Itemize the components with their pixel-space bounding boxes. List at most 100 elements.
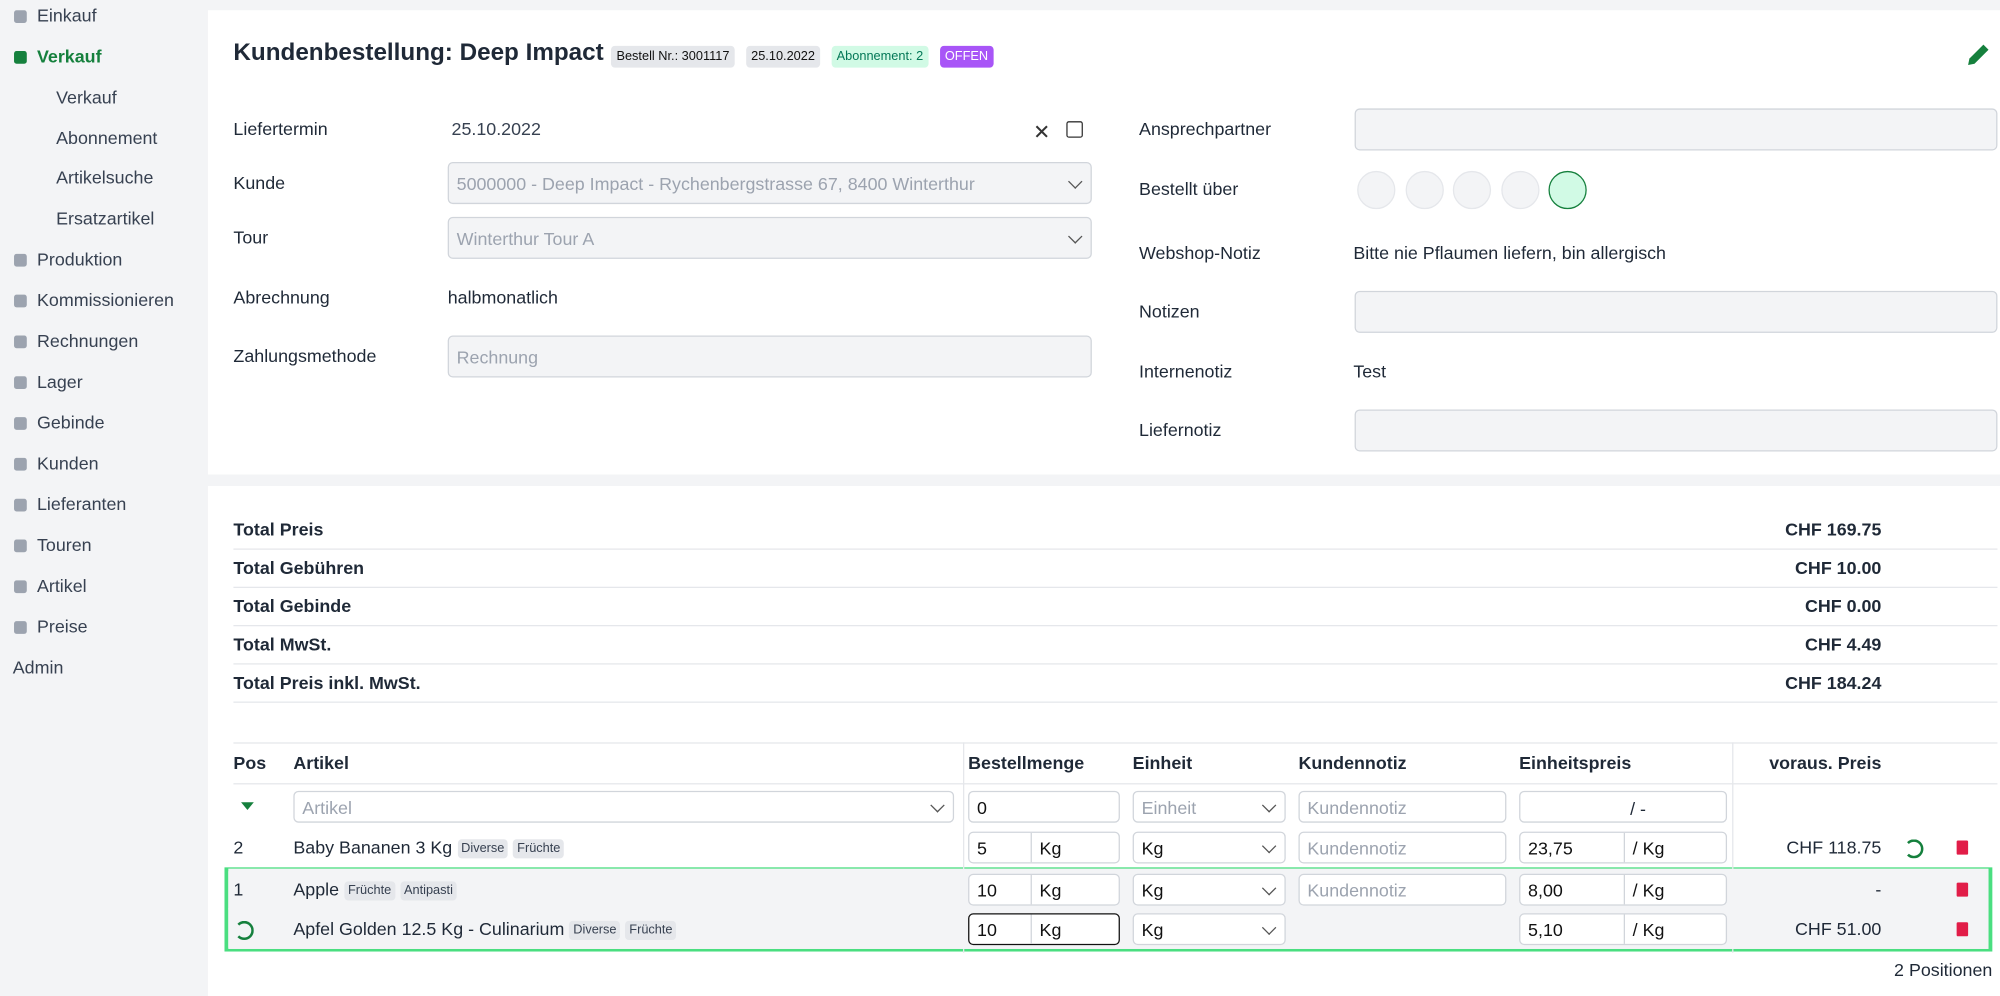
- note-input[interactable]: Kundennotiz: [1298, 873, 1507, 906]
- note-input[interactable]: Kundennotiz: [1298, 831, 1507, 864]
- clear-icon[interactable]: ✕: [1033, 122, 1051, 145]
- position-count: 2 Positionen: [1894, 959, 1993, 980]
- article-select-text: Artikel: [302, 796, 352, 817]
- field-select[interactable]: 5000000 - Deep Impact - Rychenbergstrass…: [447, 161, 1092, 205]
- field-value: Winterthur Tour A: [456, 227, 595, 249]
- qty-input[interactable]: 10 Kg: [968, 913, 1120, 946]
- unit-select[interactable]: Einheit: [1132, 790, 1286, 823]
- divider: [233, 783, 1998, 785]
- chevron: [1261, 838, 1277, 853]
- unit-select-text: Kg: [1141, 919, 1164, 940]
- channel-icon[interactable]: [1500, 170, 1539, 210]
- chevron: [1261, 797, 1277, 812]
- chevron: [1068, 173, 1083, 189]
- edit-button[interactable]: [1964, 41, 1992, 69]
- price-input[interactable]: 23,75 / Kg: [1519, 831, 1728, 864]
- row-article: Apfel Golden 12.5 Kg - Culinarium Diverse…: [293, 918, 677, 940]
- field-value: halbmonatlich: [447, 286, 558, 308]
- row-total: CHF 51.00: [1795, 918, 1882, 939]
- substitute-icon[interactable]: [234, 920, 254, 941]
- field-label: Kunde: [233, 172, 286, 193]
- nav-item[interactable]: Verkauf: [36, 45, 102, 67]
- field-value: Rechnung: [456, 346, 539, 367]
- nav-icon: [14, 620, 27, 634]
- nav-subitem[interactable]: Abonnement: [56, 127, 158, 148]
- article-select[interactable]: Artikel: [293, 790, 955, 823]
- qty-input[interactable]: 10 Kg: [968, 873, 1120, 906]
- field-input[interactable]: Rechnung: [447, 335, 1092, 378]
- price-text: 8,00: [1520, 874, 1625, 905]
- price-input[interactable]: 8,00 / Kg: [1519, 873, 1728, 906]
- field-value: Bitte nie Pflaumen liefern, bin allergis…: [1353, 242, 1666, 263]
- delete-icon[interactable]: [1956, 922, 1969, 937]
- nav-icon: [14, 335, 27, 348]
- nav-subitem[interactable]: Verkauf: [56, 86, 117, 108]
- nav-item[interactable]: Einkauf: [36, 5, 97, 26]
- total-value: CHF 184.24: [1785, 672, 1882, 693]
- qty-input-text: 0: [977, 796, 987, 817]
- nav-item[interactable]: Touren: [36, 534, 92, 555]
- substitute-icon[interactable]: [1904, 839, 1924, 859]
- tag: Früchte: [625, 920, 677, 940]
- nav-item[interactable]: Rechnungen: [36, 330, 139, 351]
- nav-subitem[interactable]: Artikelsuche: [56, 167, 154, 188]
- chevron: [1261, 919, 1277, 935]
- unit-select[interactable]: Kg: [1132, 831, 1286, 864]
- badge: Abonnement: 2: [831, 45, 929, 68]
- nav-item[interactable]: Preise: [36, 615, 88, 637]
- field-textarea[interactable]: [1354, 290, 1998, 333]
- nav-item[interactable]: Kunden: [36, 452, 99, 473]
- unit-select[interactable]: Kg: [1132, 873, 1286, 906]
- total-value: CHF 4.49: [1804, 633, 1882, 655]
- column-header: Einheitspreis: [1519, 752, 1632, 773]
- field-label: Notizen: [1139, 301, 1200, 322]
- field-textarea[interactable]: [1354, 409, 1998, 452]
- expand-icon[interactable]: [241, 802, 254, 810]
- price-unit: / Kg: [1632, 919, 1665, 940]
- column-header: Kundennotiz: [1298, 752, 1407, 773]
- divider: [233, 663, 1998, 665]
- unit-select[interactable]: Kg: [1132, 913, 1286, 946]
- chevron: [930, 797, 945, 812]
- field-value: Test: [1353, 360, 1387, 382]
- nav-icon: [14, 539, 27, 553]
- nav-item[interactable]: Lieferanten: [36, 493, 127, 514]
- field-input[interactable]: [1354, 108, 1998, 151]
- total-label: Total Preis: [233, 519, 324, 540]
- nav-subitem[interactable]: Ersatzartikel: [56, 208, 155, 229]
- column-header: Pos: [233, 752, 267, 773]
- calendar-icon[interactable]: [1066, 121, 1083, 138]
- qty-input[interactable]: 0: [968, 790, 1120, 823]
- channel-icon[interactable]: [1357, 170, 1396, 210]
- field-label: Webshop-Notiz: [1139, 242, 1261, 263]
- nav-item[interactable]: Gebinde: [36, 411, 105, 433]
- nav-icon: [14, 253, 27, 267]
- badge: OFFEN: [939, 45, 994, 68]
- nav-item[interactable]: Kommissionieren: [36, 289, 174, 310]
- nav-item[interactable]: Lager: [36, 370, 83, 392]
- chevron: [1261, 880, 1277, 895]
- nav-item[interactable]: Artikel: [36, 574, 87, 596]
- divider: [233, 742, 1998, 744]
- channel-icon[interactable]: [1548, 170, 1587, 210]
- note-input[interactable]: Kundennotiz: [1298, 790, 1507, 823]
- field-label: Internenotiz: [1139, 360, 1233, 382]
- note-input-text: Kundennotiz: [1307, 796, 1407, 817]
- qty-unit: Kg: [1039, 879, 1062, 900]
- price-text: 5,10: [1520, 914, 1625, 944]
- nav-item[interactable]: Produktion: [36, 248, 123, 269]
- field-label: Bestellt über: [1139, 178, 1239, 199]
- nav-item[interactable]: Admin: [12, 656, 64, 678]
- qty-input[interactable]: 5 Kg: [968, 831, 1120, 864]
- nav-icon: [14, 457, 27, 471]
- price-input[interactable]: [1519, 790, 1728, 823]
- qty-text: 10: [969, 914, 1032, 944]
- field-label: Liefertermin: [233, 118, 328, 140]
- price-input[interactable]: 5,10 / Kg: [1519, 913, 1728, 946]
- channel-icon[interactable]: [1452, 170, 1492, 210]
- field-select[interactable]: Winterthur Tour A: [447, 216, 1092, 259]
- channel-icon[interactable]: [1404, 170, 1444, 210]
- delete-icon[interactable]: [1956, 840, 1969, 855]
- delete-icon[interactable]: [1956, 882, 1969, 897]
